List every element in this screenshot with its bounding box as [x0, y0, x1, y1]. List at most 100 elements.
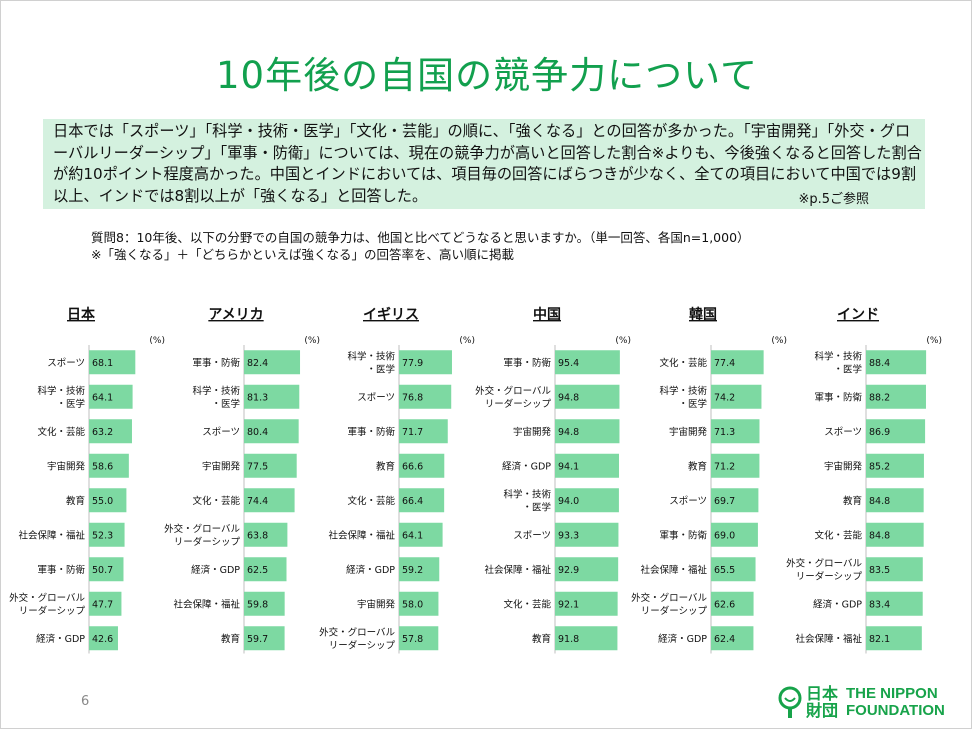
category-label: スポーツ: [357, 392, 395, 403]
bar: [89, 557, 124, 582]
logo-en-line2: FOUNDATION: [846, 702, 945, 719]
bar: [866, 453, 924, 478]
category-label: 社会保障・福祉: [18, 529, 85, 541]
unit-label: (%): [149, 336, 165, 346]
bar: [89, 453, 129, 478]
foundation-logo-icon: [778, 686, 802, 718]
value-label: 62.6: [714, 599, 735, 610]
bar: [244, 522, 288, 547]
bar: [866, 419, 926, 444]
category-label: 軍事・防衛: [37, 564, 85, 576]
category-label: 軍事・防衛: [347, 426, 395, 438]
bar: [866, 350, 927, 375]
category-label: 外交・グローバルリーダーシップ: [164, 523, 240, 548]
bar: [555, 384, 620, 409]
bar: [711, 384, 762, 409]
logo-japanese: 日本 財団: [806, 685, 846, 719]
unit-label: (%): [615, 336, 631, 346]
value-label: 93.3: [558, 530, 579, 541]
bar: [711, 626, 754, 651]
question-note: ※「強くなる」＋「どちらかといえば強くなる」の回答率を、高い順に掲載: [91, 247, 514, 262]
category-label: スポーツ: [824, 427, 862, 438]
category-label: 宇宙開発: [357, 598, 396, 610]
category-label: 経済・GDP: [813, 598, 862, 610]
bar: [89, 384, 133, 409]
bar: [866, 626, 922, 651]
bar: [244, 350, 301, 375]
value-label: 81.3: [247, 392, 268, 403]
chart-title: 中国: [533, 306, 561, 323]
chart-india: インド (%) 88.4 科学・技術・医学 88.2 軍事・防衛 86.9 スポーツ 85.2 宇…: [786, 301, 942, 661]
bar: [555, 522, 619, 547]
category-label: スポーツ: [669, 496, 707, 507]
value-label: 74.4: [247, 496, 268, 507]
bar: [555, 488, 619, 513]
logo-english: THE NIPPON FOUNDATION: [846, 685, 945, 719]
category-label: 社会保障・福祉: [795, 633, 862, 645]
chart-uk: イギリス (%) 77.9 科学・技術・医学 76.8 スポーツ 71.7 軍事・防衛 66.6…: [319, 301, 475, 661]
value-label: 94.8: [558, 392, 579, 403]
unit-label: (%): [304, 336, 320, 346]
category-label: 科学・技術・医学: [503, 488, 551, 513]
value-label: 94.8: [558, 427, 579, 438]
value-label: 91.8: [558, 634, 579, 645]
category-label: 社会保障・福祉: [640, 564, 707, 576]
bar: [244, 626, 285, 651]
category-label: 宇宙開発: [202, 460, 241, 472]
category-label: 社会保障・福祉: [173, 598, 240, 610]
category-label: 文化・芸能: [192, 495, 240, 507]
value-label: 58.0: [402, 599, 423, 610]
page-number: 6: [81, 694, 90, 709]
value-label: 59.7: [247, 634, 268, 645]
category-label: 教育: [221, 633, 240, 645]
category-label: 文化・芸能: [659, 357, 707, 369]
value-label: 59.2: [402, 565, 423, 576]
category-label: 教育: [66, 495, 85, 507]
bar: [244, 419, 299, 444]
value-label: 62.4: [714, 634, 735, 645]
bar: [244, 591, 285, 616]
category-label: 文化・芸能: [814, 529, 862, 541]
category-label: 経済・GDP: [36, 633, 85, 645]
bar: [399, 522, 443, 547]
bar: [244, 384, 300, 409]
category-label: 外交・グローバルリーダーシップ: [475, 385, 551, 410]
logo-en-line1: THE NIPPON: [846, 685, 938, 702]
bar: [711, 419, 760, 444]
chart-title: イギリス: [363, 306, 419, 323]
bar: [399, 591, 439, 616]
bar: [711, 453, 760, 478]
question-line: 質問8：10年後、以下の分野での自国の競争力は、他国と比べてどうなると思いますか…: [91, 230, 750, 245]
category-label: 宇宙開発: [824, 460, 863, 472]
unit-label: (%): [459, 336, 475, 346]
bar: [89, 626, 118, 651]
category-label: 経済・GDP: [502, 460, 551, 472]
value-label: 86.9: [869, 427, 890, 438]
bar: [866, 384, 926, 409]
bar: [866, 557, 923, 582]
value-label: 65.5: [714, 565, 735, 576]
unit-label: (%): [771, 336, 787, 346]
category-label: 科学・技術・医学: [37, 385, 85, 410]
category-label: 科学・技術・医学: [347, 350, 395, 375]
logo-jp-line1: 日本: [806, 684, 839, 703]
value-label: 77.4: [714, 358, 735, 369]
bar: [555, 419, 620, 444]
value-label: 68.1: [92, 358, 113, 369]
value-label: 64.1: [402, 530, 423, 541]
chart-title: 日本: [67, 306, 96, 323]
category-label: 外交・グローバルリーダーシップ: [786, 557, 862, 582]
bar: [555, 350, 620, 375]
value-label: 94.1: [558, 461, 579, 472]
bar: [711, 522, 758, 547]
category-label: 宇宙開発: [513, 426, 552, 438]
category-label: スポーツ: [202, 427, 240, 438]
bar: [399, 384, 452, 409]
value-label: 84.8: [869, 496, 890, 507]
summary-reference: ※p.5ご参照: [798, 192, 869, 207]
category-label: 軍事・防衛: [814, 391, 862, 403]
category-label: 社会保障・福祉: [484, 564, 551, 576]
value-label: 42.6: [92, 634, 113, 645]
page-title: 10年後の自国の競争力について: [216, 54, 758, 97]
category-label: 軍事・防衛: [503, 357, 551, 369]
